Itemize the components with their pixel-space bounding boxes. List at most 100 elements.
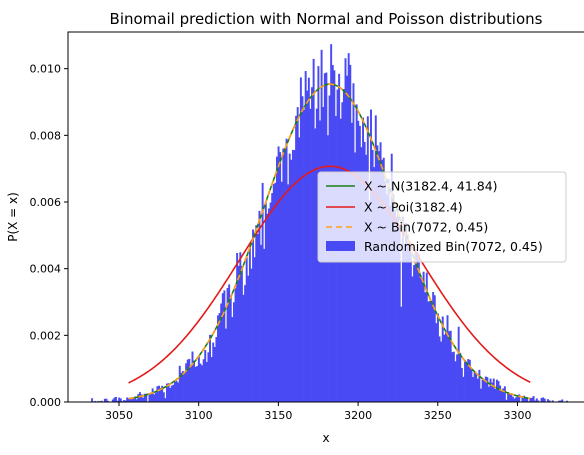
histogram-bar [304, 71, 307, 403]
histogram-bar [218, 313, 221, 402]
histogram-bar [269, 202, 272, 402]
histogram-bar [376, 145, 379, 402]
histogram-bar [405, 223, 408, 402]
histogram-bar [223, 290, 226, 402]
series-line-binomial [128, 83, 531, 400]
histogram-bar [260, 244, 263, 402]
histogram-bar [268, 208, 270, 402]
histogram-bar [465, 362, 468, 402]
histogram-bar [505, 399, 508, 402]
histogram-bar [226, 288, 229, 402]
histogram-bar [497, 381, 500, 402]
histogram-bar [119, 398, 122, 402]
histogram-bar [397, 208, 400, 402]
histogram-bar [532, 396, 535, 402]
histogram-bar [495, 379, 498, 402]
histogram-bar [438, 336, 441, 402]
histogram-bar [433, 295, 436, 402]
histogram-bar [201, 365, 204, 402]
histogram-bar [381, 159, 384, 402]
histogram-bar [379, 142, 382, 402]
histogram-bar [500, 390, 503, 402]
histogram-bar [181, 371, 184, 402]
histogram-bar [282, 148, 285, 402]
histogram-bar [170, 385, 173, 402]
histogram-bar [111, 399, 114, 402]
histogram-bar [228, 284, 231, 402]
histogram-bar [164, 398, 167, 402]
histogram-bar [148, 394, 151, 402]
histogram-bar [403, 249, 406, 402]
histogram-bar [134, 396, 137, 402]
histogram-bar [290, 159, 293, 402]
histogram-bar [378, 151, 380, 402]
histogram-bar [232, 302, 235, 402]
histogram-bar [436, 313, 439, 402]
histogram-bar [452, 351, 455, 402]
histogram-bar [255, 225, 258, 402]
y-tick-label: 0.010 [30, 63, 62, 76]
histogram-bar [143, 393, 146, 402]
histogram-bar [559, 400, 562, 402]
plot-frame [67, 31, 584, 403]
x-tick-label: 3150 [264, 409, 292, 422]
histogram-bar [476, 378, 479, 402]
histogram-bar [266, 213, 269, 402]
histogram-bar [275, 156, 278, 402]
histogram-bar [221, 293, 224, 402]
histogram-bar [499, 385, 502, 402]
histogram-bar [122, 400, 125, 402]
histogram-bar [566, 400, 569, 402]
histogram-bar [516, 395, 519, 402]
histogram-bar [283, 148, 286, 402]
histogram-bar [291, 149, 294, 402]
histogram-bar [118, 397, 121, 402]
histogram-bar [444, 332, 447, 402]
histogram-bar [494, 388, 497, 402]
histogram-bar [470, 368, 473, 402]
x-tick-label: 3250 [424, 409, 452, 422]
histogram-bar [237, 265, 240, 402]
histogram-bar [515, 397, 518, 402]
y-tick-label: 0.008 [30, 129, 62, 142]
histogram-bar [543, 398, 546, 402]
histogram-bar [510, 393, 513, 402]
histogram-bar [247, 275, 250, 402]
x-tick-label: 3050 [105, 409, 133, 422]
histogram-bar [523, 395, 525, 402]
histogram-bar [507, 392, 510, 402]
histogram-bar [263, 248, 266, 402]
y-axis-ticks: 0.000 0.002 0.004 0.006 0.008 0.010 [30, 63, 68, 409]
histogram-bar [489, 378, 492, 402]
histogram-bar [468, 359, 471, 402]
y-tick-label: 0.002 [30, 329, 62, 342]
histogram-bar [432, 291, 435, 402]
histogram-bar [373, 167, 376, 402]
histogram-bar [307, 77, 310, 403]
histogram-bar [210, 357, 213, 402]
y-tick-label: 0.000 [30, 396, 62, 409]
histogram-bar [427, 301, 430, 402]
histogram-bar [293, 150, 296, 402]
histogram-bar [387, 178, 390, 402]
histogram-bar [224, 328, 227, 402]
histogram-bar [534, 400, 537, 402]
histogram-bar [448, 331, 451, 402]
histogram-bar [462, 376, 465, 402]
histogram-bar [142, 397, 145, 402]
histogram-bar [242, 294, 245, 402]
histogram-bar [145, 393, 148, 402]
histogram-bar [103, 398, 106, 402]
legend-label-histogram: Randomized Bin(7072, 0.45) [364, 239, 543, 254]
histogram-bar [180, 372, 183, 402]
histogram-bar [252, 229, 255, 402]
legend: X ~ N(3182.4, 41.84) X ~ Poi(3182.4) X ~… [317, 171, 567, 263]
histogram-bar [441, 316, 444, 402]
histogram-bar [169, 387, 172, 402]
histogram-bar [508, 392, 511, 402]
histogram-bar [191, 351, 194, 402]
histogram-bar [384, 181, 387, 402]
histogram-bar [416, 252, 419, 402]
histogram-bar [288, 153, 291, 402]
histogram-bar [172, 384, 175, 402]
